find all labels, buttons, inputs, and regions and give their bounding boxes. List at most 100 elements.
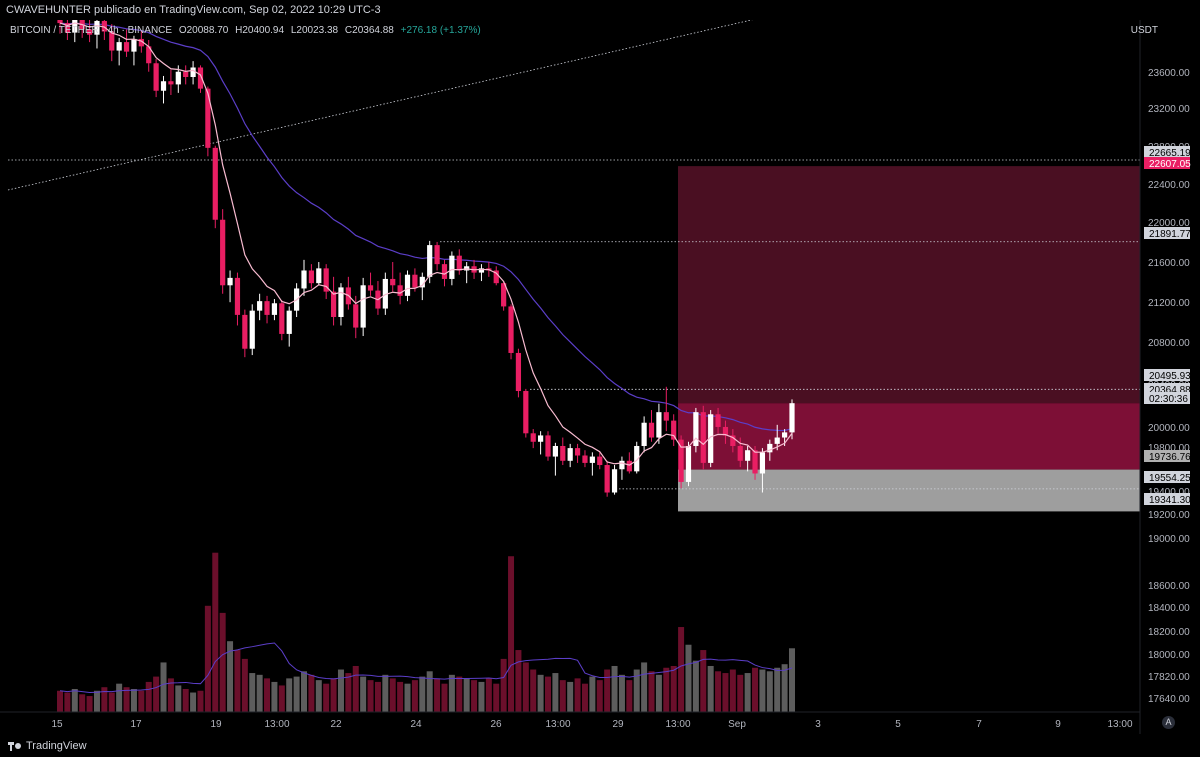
volume-bar — [145, 681, 152, 712]
volume-bar — [249, 673, 256, 712]
candle-down — [367, 285, 374, 291]
ohlc-close: C20364.88 — [344, 25, 394, 36]
volume-bar — [108, 692, 115, 712]
auto-scale-button[interactable]: A — [1162, 716, 1175, 729]
candle-down — [323, 268, 329, 292]
x-tick-label: 3 — [815, 719, 821, 730]
candle-up — [116, 42, 122, 51]
volume-bar — [493, 683, 500, 712]
volume-bar — [626, 680, 633, 712]
price-label-box — [1144, 450, 1190, 462]
volume-bar — [130, 688, 137, 712]
candle-up — [538, 435, 544, 442]
volume-bar — [293, 676, 300, 712]
candle-down — [397, 285, 403, 296]
symbol-name[interactable]: BITCOIN / TETHER · 4h · BINANCE — [10, 25, 173, 36]
volume-bar — [463, 678, 470, 712]
volume-bar — [715, 671, 722, 712]
volume-bar — [685, 644, 692, 712]
candle-up — [427, 245, 433, 277]
candle-down — [501, 283, 507, 307]
volume-bar — [559, 680, 566, 712]
price-label: 22607.05 — [1149, 159, 1191, 170]
tradingview-brand[interactable]: TradingView — [8, 740, 87, 752]
ohlc-high: H20400.94 — [235, 25, 285, 36]
price-label-box — [1144, 157, 1190, 169]
x-tick-label: 24 — [410, 719, 422, 730]
y-tick-label: 17820.00 — [1148, 672, 1190, 683]
price-label-box — [1144, 493, 1190, 505]
volume-bar — [589, 676, 596, 712]
volume-bar — [64, 692, 71, 712]
volume-bar — [123, 687, 130, 712]
candle-up — [419, 276, 425, 288]
candle-up — [360, 285, 366, 328]
candle-down — [197, 67, 204, 89]
candle-down — [234, 277, 241, 315]
candle-up — [249, 310, 255, 349]
candle-up — [227, 277, 233, 286]
candle-up — [641, 422, 647, 446]
volume-bar — [759, 669, 766, 712]
x-tick-label: 13:00 — [1107, 719, 1132, 730]
price-label: 19341.30 — [1149, 495, 1191, 506]
volume-bar — [315, 680, 322, 712]
volume-bar — [234, 650, 241, 712]
volume-bar — [241, 658, 248, 712]
volume-bar — [175, 685, 182, 712]
candle-down — [330, 291, 337, 318]
candle-up — [160, 81, 167, 91]
candle-up — [131, 38, 137, 52]
candle-up — [767, 443, 773, 453]
brand-label: TradingView — [26, 740, 87, 752]
volume-bar — [160, 662, 167, 712]
volume-bar — [537, 674, 544, 712]
y-tick-label: 22000.00 — [1148, 218, 1190, 229]
volume-bar — [197, 690, 204, 712]
volume-bar — [633, 669, 640, 712]
price-label: 19736.76 — [1149, 452, 1191, 463]
volume-bar — [71, 688, 78, 712]
ema-fast-line — [59, 22, 793, 466]
x-tick-label: 13:00 — [665, 719, 690, 730]
candle-down — [648, 422, 655, 438]
candle-down — [560, 445, 566, 461]
candle-down — [722, 426, 729, 436]
volume-bar — [618, 674, 625, 712]
x-tick-label: 9 — [1055, 719, 1061, 730]
tradingview-logo-icon — [8, 741, 22, 751]
candle-down — [626, 460, 632, 472]
volume-bar — [204, 605, 211, 712]
candle-down — [434, 245, 440, 265]
candle-up — [589, 456, 595, 463]
volume-bar — [411, 680, 418, 712]
candle-down — [545, 435, 551, 457]
candle-down — [79, 15, 85, 30]
candle-up — [175, 71, 181, 85]
volume-bar — [330, 678, 337, 712]
volume-bar — [655, 674, 662, 712]
x-tick-label: 26 — [490, 719, 502, 730]
x-tick-label: 19 — [210, 719, 222, 730]
volume-bar — [397, 681, 404, 712]
candle-up — [382, 278, 388, 309]
volume-bar — [648, 671, 655, 712]
volume-bar — [360, 676, 367, 712]
candle-down — [582, 455, 588, 463]
currency-label[interactable]: USDT — [1130, 25, 1158, 36]
candle-down — [109, 31, 115, 51]
y-tick-label: 17640.00 — [1148, 694, 1190, 705]
volume-bar — [500, 658, 507, 712]
candle-down — [715, 414, 721, 427]
candle-down — [212, 147, 218, 220]
candle-down — [574, 448, 581, 456]
candle-up — [693, 412, 699, 446]
candle-down — [308, 270, 314, 284]
volume-bar — [389, 678, 396, 712]
y-tick-label: 19800.00 — [1148, 443, 1190, 454]
candle-up — [316, 268, 322, 284]
price-label: 21891.77 — [1149, 229, 1191, 240]
volume-bar — [382, 674, 389, 712]
volume-bar — [367, 680, 374, 712]
